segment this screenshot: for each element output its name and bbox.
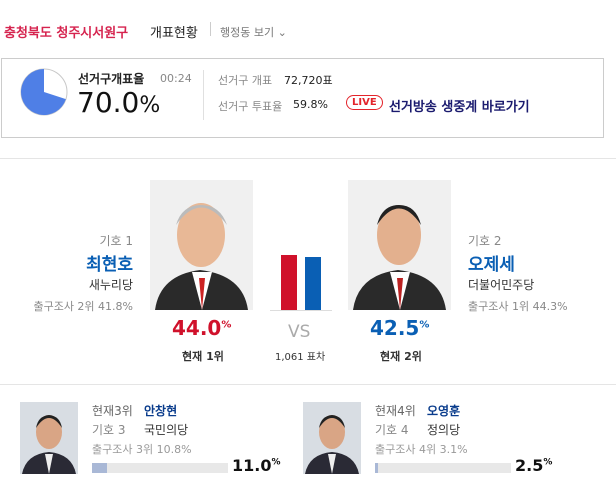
share-value: 42.5 [370, 316, 420, 340]
baseline [270, 310, 332, 311]
share-value: 11.0 [232, 456, 272, 475]
candidate-number: 기호 1 [99, 234, 133, 248]
candidate-name[interactable]: 최현호 [86, 255, 133, 275]
share: 42.5% [370, 316, 429, 340]
turnout-label: 선거구 투표율 [218, 100, 283, 113]
share-bar [305, 256, 321, 310]
share-unit: % [271, 457, 281, 468]
candidate-photo [150, 180, 253, 310]
candidate-photo [20, 402, 78, 474]
region: 충청북도 청주시서원구 [4, 26, 129, 41]
pie-slice [21, 69, 66, 115]
view-link[interactable]: 행정동 보기 ⌄ [220, 26, 287, 39]
summary-box [1, 58, 604, 138]
count: 72,720표 [284, 74, 333, 87]
page-title: 개표현황 [150, 26, 198, 41]
divider [210, 22, 211, 36]
rank: 현재 1위 [182, 350, 224, 363]
count-label: 선거구 개표 [218, 74, 273, 87]
progress-fill [92, 463, 107, 473]
exit-poll: 출구조사 3위 10.8% [92, 443, 192, 456]
candidate-name[interactable]: 오영훈 [427, 404, 461, 418]
share-bar [281, 255, 297, 310]
time: 00:24 [160, 72, 192, 85]
divider [0, 158, 616, 159]
share: 2.5% [515, 456, 552, 475]
share: 11.0% [232, 456, 281, 475]
rate-unit: % [139, 93, 161, 118]
candidate-photo [303, 402, 361, 474]
share: 44.0% [172, 316, 231, 340]
rank: 현재 2위 [380, 350, 422, 363]
live-badge[interactable]: LIVE [346, 95, 383, 110]
rank: 현재3위 [92, 404, 133, 418]
candidate-number: 기호 3 [92, 423, 126, 437]
candidate-number: 기호 4 [375, 423, 409, 437]
candidate-party: 새누리당 [88, 278, 133, 292]
candidate-photo [348, 180, 451, 310]
rate: 70.0% [77, 86, 160, 119]
share-value: 44.0 [172, 316, 222, 340]
share-unit: % [543, 457, 553, 468]
progress-fill [375, 463, 379, 473]
rank: 현재4위 [375, 404, 416, 418]
candidate-party: 국민의당 [144, 423, 189, 437]
candidate-party: 정의당 [427, 423, 461, 437]
view-text[interactable]: 행정동 보기 [220, 26, 275, 39]
exit-poll: 출구조사 2위 41.8% [33, 300, 133, 313]
candidate-name[interactable]: 오제세 [468, 255, 515, 275]
candidate-name[interactable]: 안창현 [144, 404, 178, 418]
exit-poll: 출구조사 1위 44.3% [468, 300, 568, 313]
rate-label: 선거구개표율 [78, 72, 145, 86]
share-value: 2.5 [515, 456, 544, 475]
exit-poll: 출구조사 4위 3.1% [375, 443, 468, 456]
pie [20, 68, 68, 116]
share-unit: % [419, 319, 430, 331]
progress-track [92, 463, 228, 473]
rate-value: 70.0 [77, 86, 140, 119]
vs: VS [288, 322, 311, 342]
turnout: 59.8% [293, 98, 328, 111]
divider [203, 70, 204, 120]
broadcast-link[interactable]: 선거방송 생중계 바로가기 [389, 100, 530, 115]
candidate-party: 더불어민주당 [468, 278, 535, 292]
candidate-number: 기호 2 [468, 234, 502, 248]
margin: 1,061 표차 [275, 352, 326, 363]
progress-track [375, 463, 511, 473]
divider [0, 384, 616, 385]
share-unit: % [221, 319, 232, 331]
